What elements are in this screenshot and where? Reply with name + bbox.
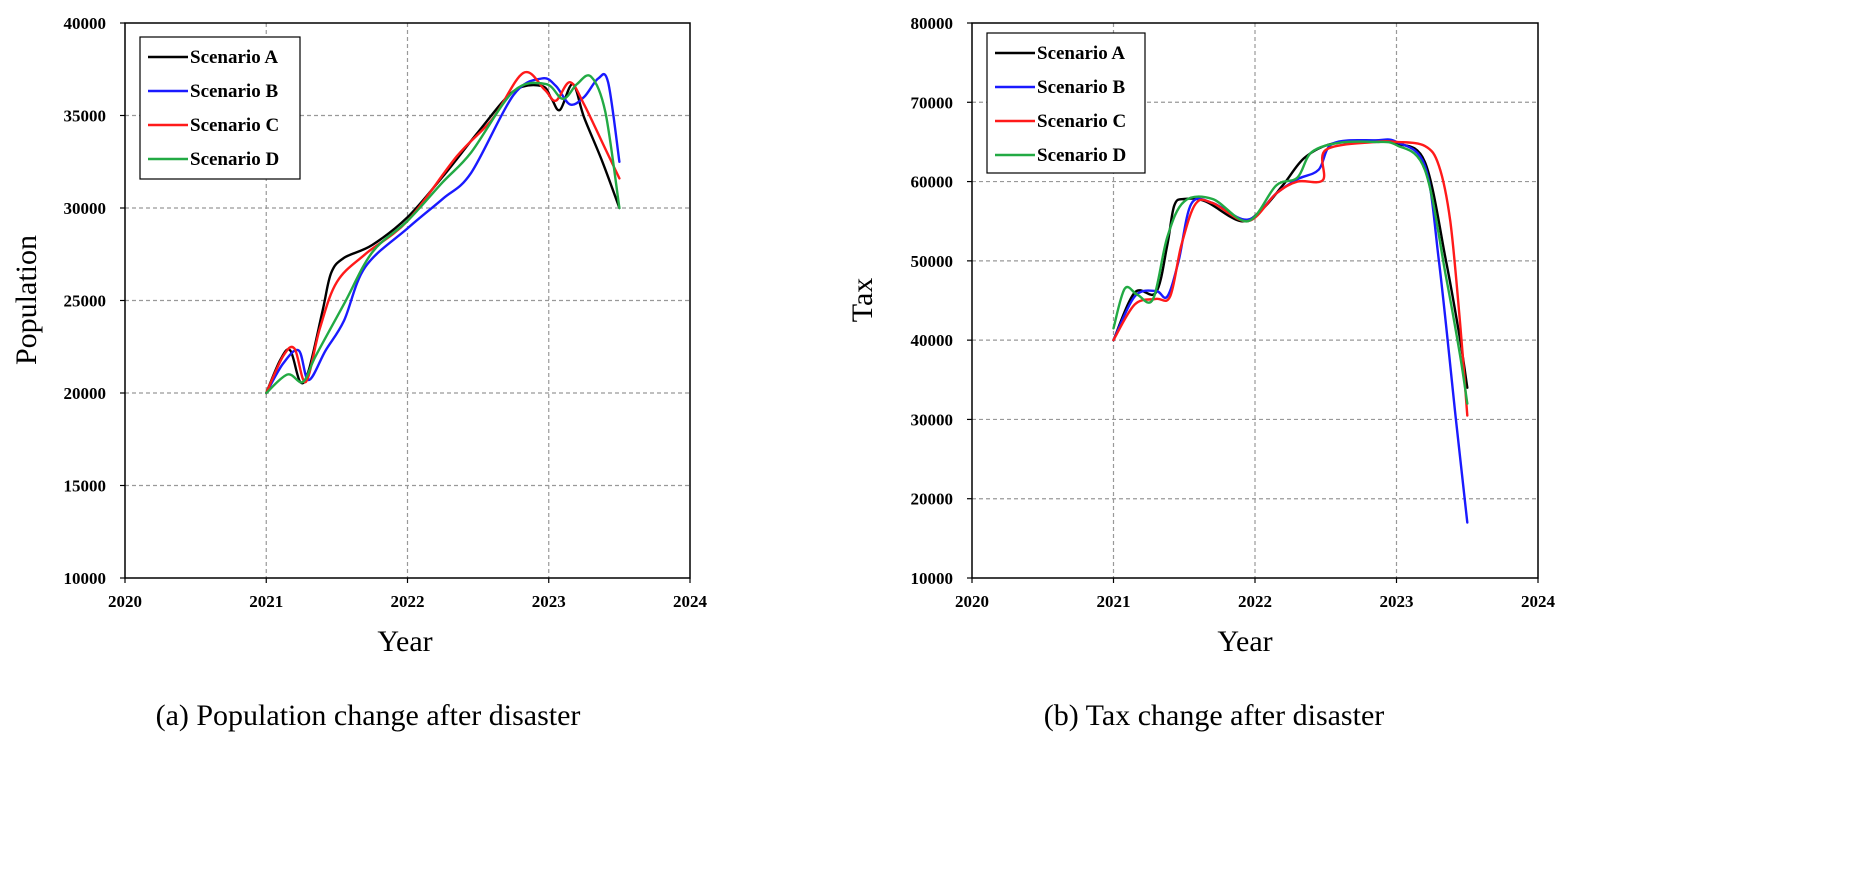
x-tick-label: 2021	[249, 592, 283, 611]
legend-label: Scenario D	[1037, 145, 1126, 166]
legend-label: Scenario A	[190, 47, 278, 68]
legend-label: Scenario C	[1037, 111, 1126, 132]
x-axis-title: Year	[1217, 625, 1272, 658]
series-line-scenario-c	[1112, 139, 1469, 417]
y-tick-label: 25000	[64, 292, 107, 311]
series-line-scenario-d	[1112, 140, 1469, 405]
y-tick-label: 20000	[911, 490, 954, 509]
legend-label: Scenario A	[1037, 43, 1125, 64]
series-line-scenario-b	[265, 73, 621, 395]
y-tick-label: 80000	[911, 14, 954, 33]
x-tick-label: 2024	[1521, 592, 1556, 611]
chart-panel-population: 2020 2021 2022 2023 2024 10000 15000 20000 25000…	[10, 14, 708, 732]
x-tick-label: 2024	[673, 592, 708, 611]
x-tick-label: 2020	[955, 592, 989, 611]
y-tick-label: 10000	[64, 569, 107, 588]
y-tick-label: 50000	[911, 252, 954, 271]
y-tick-label: 30000	[64, 199, 107, 218]
legend-label: Scenario C	[190, 115, 279, 136]
legend-label: Scenario B	[1037, 77, 1125, 98]
y-axis-title: Population	[10, 235, 43, 365]
x-tick-label: 2023	[1380, 592, 1414, 611]
figure-caption: (b) Tax change after disaster	[1044, 699, 1385, 732]
x-tick-label: 2022	[391, 592, 425, 611]
x-tick-label: 2021	[1097, 592, 1131, 611]
legend-label: Scenario D	[190, 149, 279, 170]
x-tick-label: 2020	[108, 592, 142, 611]
x-axis-title: Year	[377, 625, 432, 658]
y-axis-title: Tax	[846, 278, 879, 323]
y-tick-label: 40000	[64, 14, 107, 33]
y-tick-label: 70000	[911, 93, 954, 112]
series-line-scenario-a	[265, 82, 621, 395]
x-tick-label: 2022	[1238, 592, 1272, 611]
series-line-scenario-a	[1112, 140, 1469, 389]
y-tick-label: 35000	[64, 107, 107, 126]
series-line-scenario-c	[265, 70, 621, 395]
legend-label: Scenario B	[190, 81, 278, 102]
legend-box	[986, 32, 1146, 174]
series-line-scenario-d	[265, 74, 621, 395]
y-tick-label: 10000	[911, 569, 954, 588]
y-tick-label: 15000	[64, 477, 107, 496]
y-tick-label: 20000	[64, 384, 107, 403]
x-tick-label: 2023	[532, 592, 566, 611]
y-tick-label: 30000	[911, 410, 954, 429]
y-tick-label: 40000	[911, 331, 954, 350]
legend-box	[139, 36, 301, 180]
chart-panel-tax: 2020 2021 2022 2023 2024 10000 20000 30000 40000…	[846, 14, 1556, 732]
series-line-scenario-b	[1112, 138, 1469, 524]
figure-caption: (a) Population change after disaster	[156, 699, 581, 732]
y-tick-label: 60000	[911, 173, 954, 192]
